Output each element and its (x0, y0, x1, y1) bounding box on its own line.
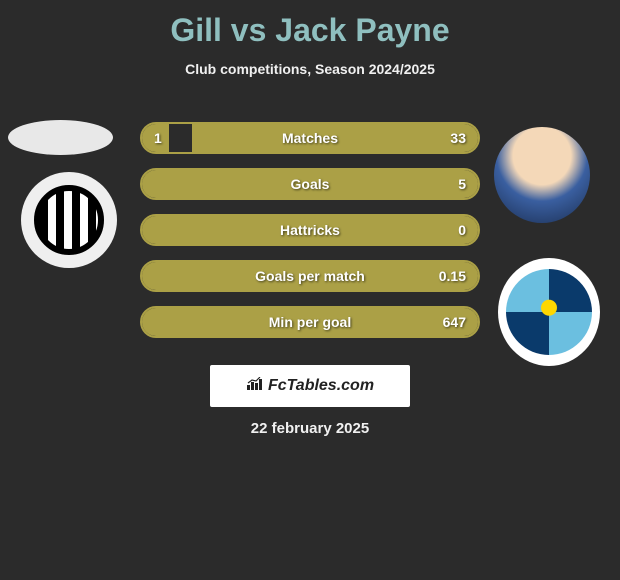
club-badge-left (21, 172, 117, 268)
fctables-badge[interactable]: FcTables.com (210, 365, 410, 407)
player-avatar-left (8, 120, 113, 155)
fctables-label: FcTables.com (268, 377, 374, 395)
stat-bar: Hattricks 0 (140, 214, 480, 246)
chart-icon (246, 377, 264, 396)
page-title: Gill vs Jack Payne (0, 0, 620, 49)
stat-label: Min per goal (269, 314, 351, 330)
subtitle: Club competitions, Season 2024/2025 (0, 61, 620, 77)
stat-value-right: 647 (443, 314, 466, 330)
stat-label: Hattricks (280, 222, 340, 238)
stat-value-left: 1 (154, 130, 162, 146)
stat-value-right: 5 (458, 176, 466, 192)
stat-bar: Min per goal 647 (140, 306, 480, 338)
stat-value-right: 0 (458, 222, 466, 238)
stats-container: 1 Matches 33 Goals 5 Hattricks 0 Goals per matc… (140, 122, 480, 352)
club-badge-right (498, 258, 600, 366)
stat-bar: Goals 5 (140, 168, 480, 200)
stat-value-right: 33 (450, 130, 466, 146)
stat-value-right: 0.15 (439, 268, 466, 284)
stat-label: Goals per match (255, 268, 365, 284)
club-badge-right-icon (506, 269, 592, 355)
date-text: 22 february 2025 (251, 420, 369, 437)
club-badge-left-icon (34, 185, 104, 255)
stat-bar: 1 Matches 33 (140, 122, 480, 154)
player-avatar-right (494, 127, 590, 223)
stat-label: Goals (291, 176, 330, 192)
stat-bar: Goals per match 0.15 (140, 260, 480, 292)
stat-label: Matches (282, 130, 338, 146)
